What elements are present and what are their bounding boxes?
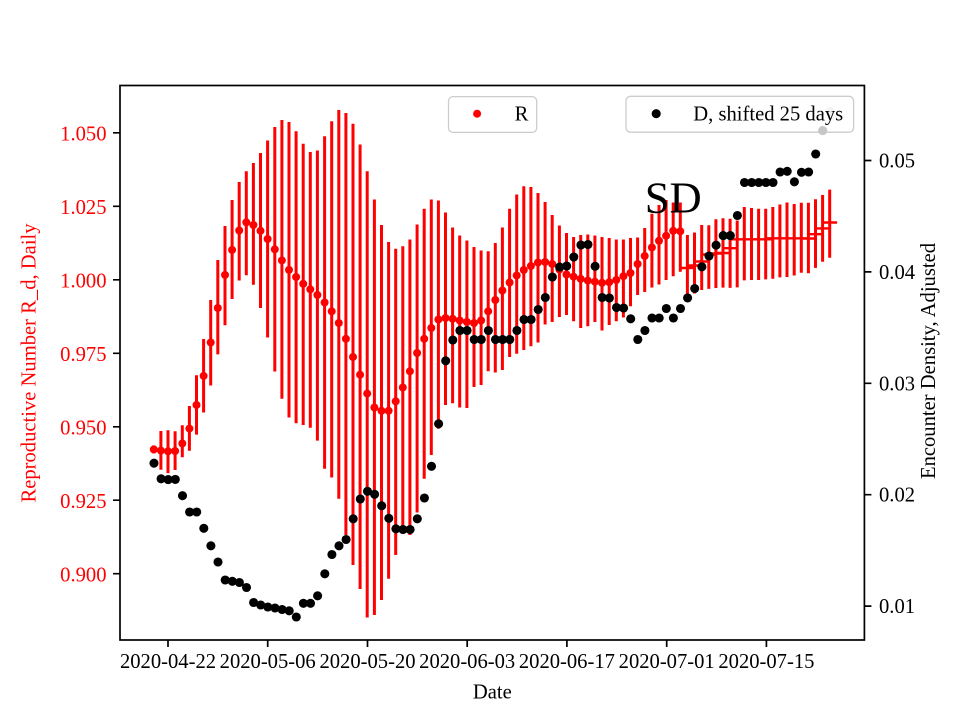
svg-text:Encounter Density, Adjusted: Encounter Density, Adjusted [918,242,940,479]
svg-text:0.975: 0.975 [60,344,106,366]
svg-text:0.05: 0.05 [879,151,915,173]
svg-text:0.925: 0.925 [60,491,106,513]
svg-text:0.04: 0.04 [879,262,915,284]
svg-text:2020-06-17: 2020-06-17 [519,651,615,673]
svg-text:Date: Date [473,682,512,704]
svg-text:0.02: 0.02 [879,485,915,507]
svg-text:1.000: 1.000 [60,270,106,292]
svg-text:Reproductive Number R_d, Daily: Reproductive Number R_d, Daily [19,223,41,503]
svg-text:0.950: 0.950 [60,417,106,439]
svg-text:2020-05-06: 2020-05-06 [220,651,316,673]
svg-text:1.025: 1.025 [60,197,106,219]
svg-text:2020-07-01: 2020-07-01 [619,651,715,673]
svg-text:R: R [515,104,529,126]
svg-text:SD: SD [645,173,702,223]
svg-text:2020-04-22: 2020-04-22 [120,651,216,673]
svg-text:0.900: 0.900 [60,564,106,586]
svg-text:2020-05-20: 2020-05-20 [319,651,415,673]
svg-text:0.01: 0.01 [879,596,915,618]
svg-text:1.050: 1.050 [60,123,106,145]
svg-text:0.03: 0.03 [879,373,915,395]
svg-text:2020-07-15: 2020-07-15 [718,651,814,673]
svg-text:D, shifted 25 days: D, shifted 25 days [693,104,843,126]
svg-text:2020-06-03: 2020-06-03 [419,651,515,673]
